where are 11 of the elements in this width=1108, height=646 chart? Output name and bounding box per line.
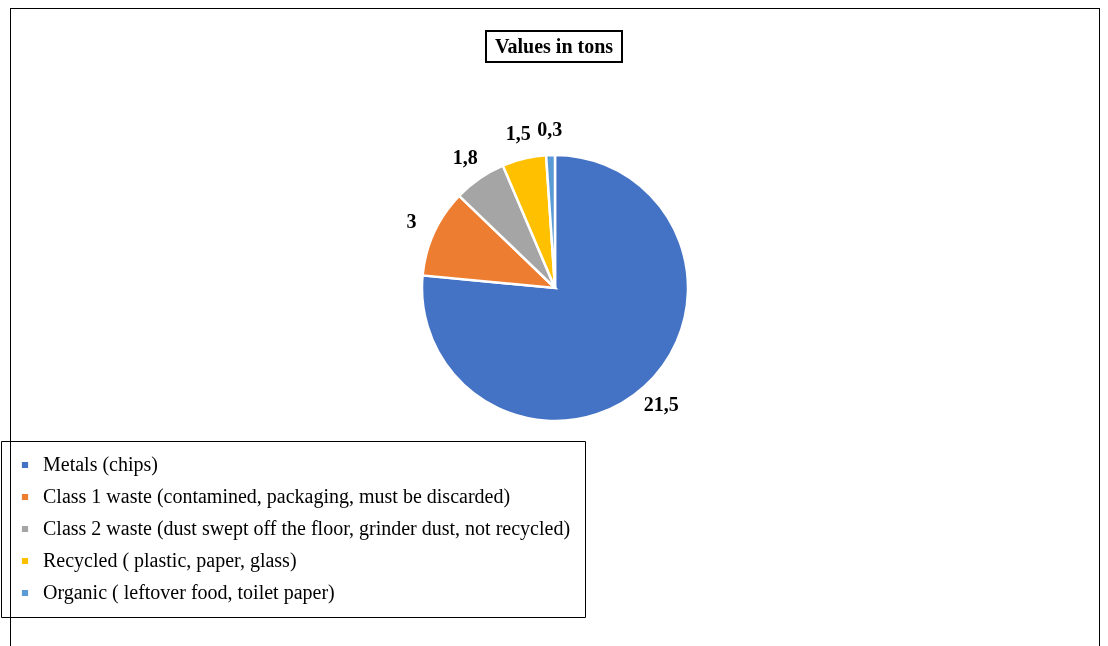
data-label: 1,8	[452, 145, 478, 168]
legend-label: Metals (chips)	[43, 453, 158, 476]
data-label: 0,3	[537, 118, 563, 141]
legend-label: Class 1 waste (contamined, packaging, must be discarded)	[43, 485, 511, 508]
chart-title: Values in tons	[484, 30, 624, 63]
data-label: 21,5	[643, 392, 679, 415]
legend-label: Organic ( leftover food, toilet paper)	[43, 581, 335, 604]
legend-label: Class 2 waste (dust swept off the floor, grinder dust, not recycled)	[43, 517, 571, 540]
data-label: 1,5	[505, 122, 531, 145]
data-label: 3	[406, 210, 417, 233]
legend-label: Recycled ( plastic, paper, glass)	[43, 549, 297, 572]
